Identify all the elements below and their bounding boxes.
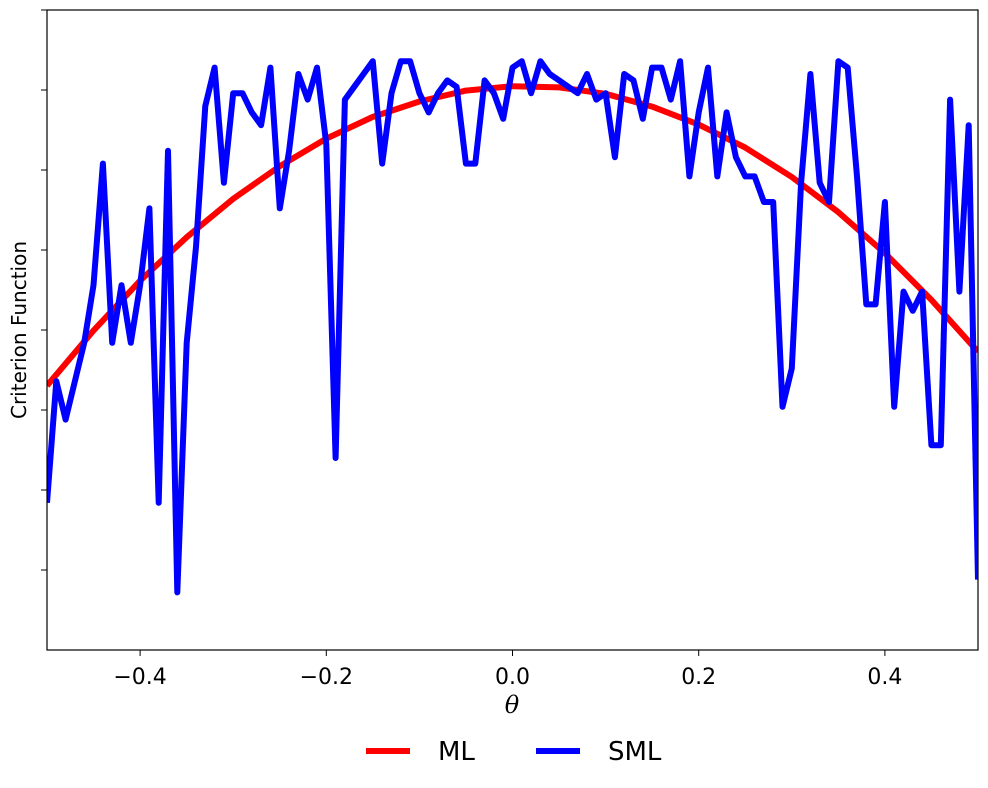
x-axis-label: θ xyxy=(505,691,520,719)
x-tick-label: −0.2 xyxy=(300,665,353,690)
x-tick-label: −0.4 xyxy=(113,665,166,690)
y-axis xyxy=(41,9,47,571)
legend: ML SML xyxy=(366,737,662,767)
series-line-ml xyxy=(47,83,978,388)
x-axis: −0.4 −0.2 0.0 0.2 0.4 xyxy=(113,650,902,690)
legend-label-sml: SML xyxy=(608,737,662,767)
series-layer xyxy=(47,58,978,596)
x-tick-label: 0.2 xyxy=(681,665,716,690)
legend-label-ml: ML xyxy=(438,737,475,767)
series-line-sml xyxy=(47,58,978,596)
x-tick-label: 0.4 xyxy=(867,665,902,690)
x-tick-label: 0.0 xyxy=(495,665,530,690)
y-axis-label: Criterion Function xyxy=(7,241,31,419)
